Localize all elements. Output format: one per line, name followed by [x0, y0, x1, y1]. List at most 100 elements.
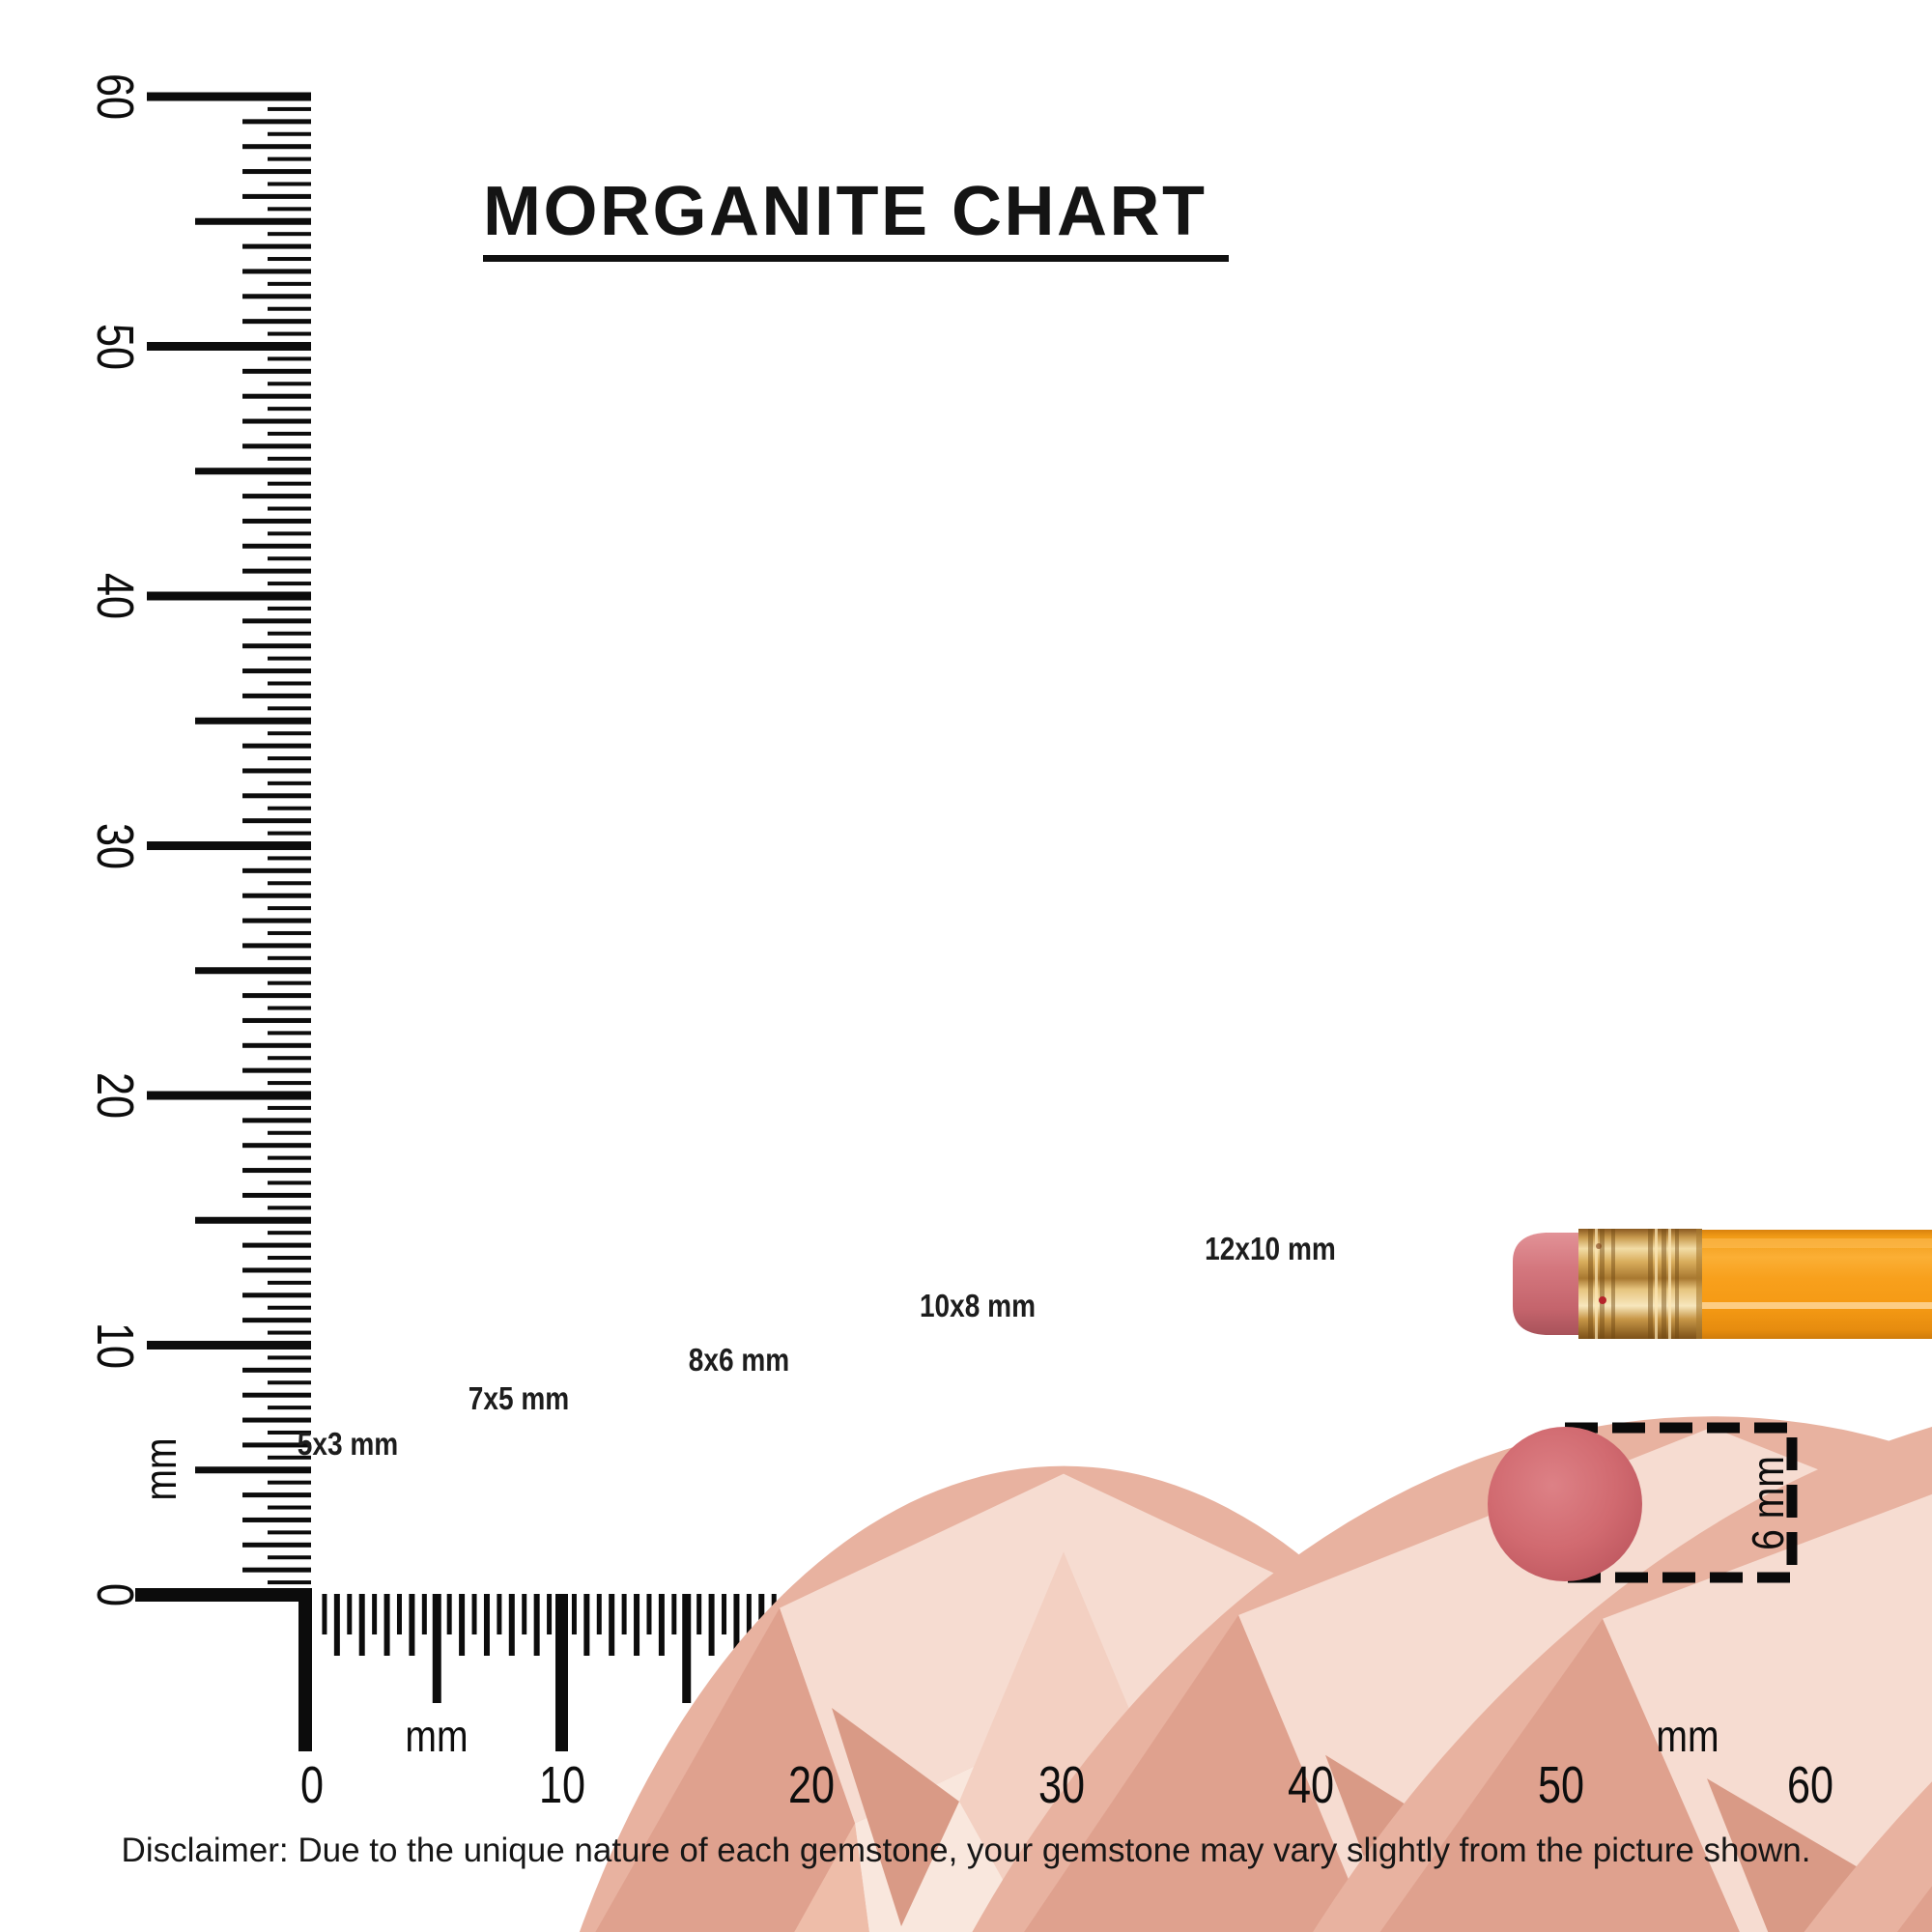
pencil-illustration [1513, 1229, 1932, 1339]
v-tick-13 [242, 1267, 311, 1273]
h-ruler-label-60: 60 [1786, 1756, 1834, 1814]
h-tick-3 [384, 1594, 390, 1656]
v-tick-46.5 [268, 431, 311, 436]
v-tick-12.5 [268, 1280, 311, 1285]
v-tick-4 [242, 1492, 311, 1498]
v-tick-14.5 [268, 1231, 311, 1236]
h-ruler-label-10: 10 [538, 1756, 585, 1814]
h-tick-17.5 [746, 1594, 752, 1634]
v-tick-25 [195, 967, 311, 975]
h-tick-1.5 [347, 1594, 353, 1634]
v-tick-44 [242, 494, 311, 499]
h-tick-13 [634, 1594, 640, 1656]
v-tick-50 [147, 342, 311, 351]
vertical-ruler-unit-label: mm [135, 1437, 185, 1501]
v-tick-8 [242, 1392, 311, 1398]
h-ruler-label-20: 20 [787, 1756, 836, 1814]
v-tick-50.5 [268, 331, 311, 336]
h-tick-14 [658, 1594, 665, 1656]
v-tick-27 [242, 918, 311, 923]
h-ruler-label-40: 40 [1287, 1756, 1335, 1814]
v-tick-24.5 [268, 980, 311, 985]
v-tick-7 [242, 1417, 311, 1423]
v-tick-52 [242, 294, 311, 299]
v-tick-10.5 [268, 1330, 311, 1335]
h-tick-17 [733, 1594, 740, 1656]
v-ruler-label-50: 50 [86, 323, 144, 370]
v-tick-25.5 [268, 955, 311, 960]
h-tick-6.5 [471, 1594, 477, 1634]
h-ruler-label-0: 0 [299, 1756, 325, 1814]
v-tick-15 [195, 1216, 311, 1224]
h-tick-8 [508, 1594, 515, 1656]
v-tick-47 [242, 418, 311, 424]
h-tick-11.5 [596, 1594, 602, 1634]
v-tick-56.5 [268, 182, 311, 186]
v-tick-35 [195, 717, 311, 724]
v-tick-15.5 [268, 1206, 311, 1210]
v-tick-0 [135, 1588, 312, 1602]
gem-size-label-2: 7x5 mm [468, 1380, 570, 1416]
v-tick-35.5 [268, 706, 311, 711]
h-tick-16 [708, 1594, 715, 1656]
v-tick-21.5 [268, 1056, 311, 1061]
v-tick-38 [242, 643, 311, 649]
v-tick-45.5 [268, 456, 311, 461]
h-ruler-label-50: 50 [1537, 1756, 1584, 1814]
v-tick-29 [242, 867, 311, 873]
v-tick-58 [242, 144, 311, 150]
v-tick-18 [242, 1143, 311, 1149]
pencil-eraser [1513, 1233, 1588, 1335]
v-tick-19.5 [268, 1105, 311, 1110]
h-tick-16.5 [722, 1594, 727, 1634]
h-tick-4.5 [421, 1594, 427, 1634]
v-tick-34 [242, 743, 311, 749]
dimension-dashed-box [1565, 1422, 1798, 1583]
v-tick-37 [242, 668, 311, 674]
v-tick-41 [242, 568, 311, 574]
v-tick-55 [195, 217, 311, 225]
v-tick-49.5 [268, 356, 311, 361]
v-tick-33.5 [268, 756, 311, 761]
v-tick-30.5 [268, 831, 311, 836]
v-tick-13.5 [268, 1256, 311, 1261]
v-tick-33 [242, 768, 311, 774]
v-tick-53.5 [268, 257, 311, 262]
v-tick-36.5 [268, 681, 311, 686]
v-tick-59.5 [268, 106, 311, 111]
reference-dot-size-label: 6 mm [1743, 1456, 1793, 1550]
h-tick-11 [583, 1594, 590, 1656]
v-tick-19 [242, 1118, 311, 1123]
h-tick-13.5 [646, 1594, 652, 1634]
v-tick-17.5 [268, 1155, 311, 1160]
v-tick-20.5 [268, 1081, 311, 1086]
v-ruler-label-40: 40 [86, 572, 144, 620]
v-tick-20 [147, 1091, 311, 1100]
v-tick-43 [242, 518, 311, 524]
v-tick-28 [242, 893, 311, 898]
gem-size-label-3: 8x6 mm [688, 1342, 790, 1378]
v-tick-6.5 [268, 1430, 311, 1435]
vertical-ruler-ticks [135, 92, 312, 1602]
horizontal-ruler-unit-label-left: mm [405, 1711, 469, 1761]
v-ruler-label-10: 10 [86, 1321, 144, 1369]
h-tick-2 [358, 1594, 365, 1656]
v-tick-44.5 [268, 481, 311, 486]
v-tick-31 [242, 818, 311, 824]
v-tick-12 [242, 1293, 311, 1298]
v-tick-16 [242, 1192, 311, 1198]
v-tick-37.5 [268, 656, 311, 661]
v-tick-59 [242, 119, 311, 125]
v-tick-17 [242, 1168, 311, 1174]
v-tick-42.5 [268, 531, 311, 536]
v-tick-39 [242, 618, 311, 624]
h-tick-0 [298, 1588, 312, 1751]
v-tick-42 [242, 543, 311, 549]
v-tick-5.5 [268, 1455, 311, 1460]
v-tick-49 [242, 368, 311, 374]
v-tick-40.5 [268, 582, 311, 586]
v-tick-34.5 [268, 731, 311, 736]
v-tick-40 [147, 591, 311, 601]
h-tick-10.5 [571, 1594, 577, 1634]
